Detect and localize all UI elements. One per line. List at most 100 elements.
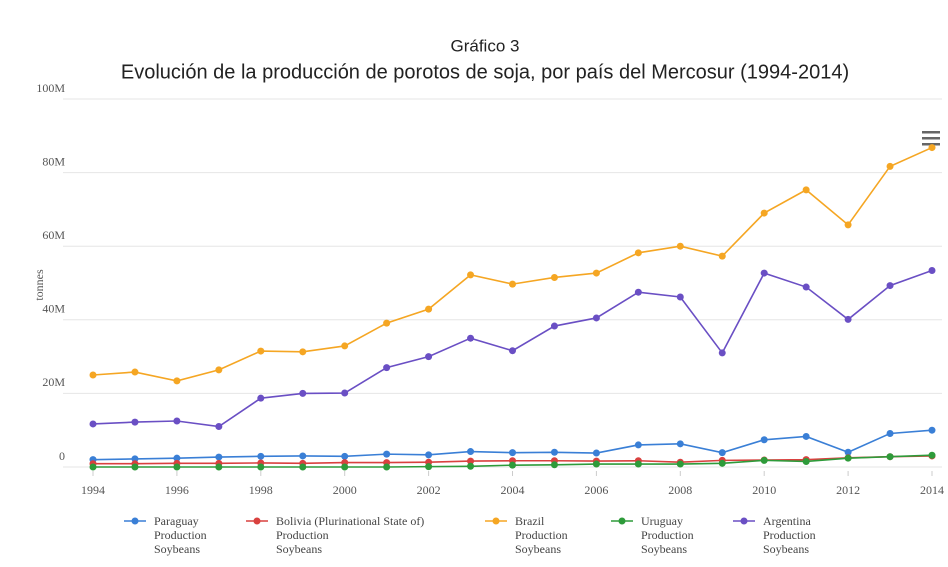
y-tick-label: 100M <box>36 81 65 95</box>
data-point <box>509 347 516 355</box>
legend-item[interactable]: Brazil Production Soybeans <box>479 514 568 556</box>
data-point <box>509 461 516 469</box>
data-point <box>383 450 391 458</box>
data-point <box>802 432 810 440</box>
data-point <box>467 271 475 279</box>
data-point <box>257 452 265 460</box>
legend-swatch <box>246 517 268 525</box>
data-point <box>215 463 223 471</box>
legend-label: Brazil Production Soybeans <box>515 514 568 556</box>
data-point <box>467 334 475 342</box>
data-point <box>760 269 768 277</box>
data-point <box>173 463 181 471</box>
legend-swatch <box>485 517 507 525</box>
data-point <box>173 377 181 385</box>
data-point <box>131 368 139 376</box>
data-point <box>634 441 642 449</box>
chart-title: Gráfico 3 <box>451 36 520 55</box>
data-point <box>676 460 684 468</box>
legend: Paraguay Production Soybeans Bolivia (Plu… <box>0 514 948 567</box>
series-line <box>92 146 933 382</box>
data-point <box>341 389 349 397</box>
chart-subtitle: Evolución de la producción de porotos de… <box>121 61 849 83</box>
data-point <box>215 423 223 431</box>
data-point <box>634 249 642 257</box>
data-point <box>844 454 852 462</box>
legend-marker <box>131 517 139 525</box>
data-point <box>299 463 307 471</box>
data-point <box>802 457 810 465</box>
data-point <box>341 452 349 460</box>
data-point <box>341 463 349 471</box>
x-tick-label: 2006 <box>584 483 608 497</box>
menu-bar <box>922 131 940 134</box>
data-point <box>299 348 307 356</box>
legend-swatch <box>733 517 755 525</box>
data-point <box>718 449 726 457</box>
data-point <box>676 440 684 448</box>
data-point <box>886 453 894 461</box>
data-point <box>718 459 726 467</box>
data-point <box>634 460 642 468</box>
data-point <box>760 456 768 464</box>
data-point <box>550 322 558 330</box>
data-point <box>886 430 894 438</box>
data-point <box>383 463 391 471</box>
data-point <box>425 451 433 459</box>
data-point <box>509 449 516 457</box>
chart: Gráfico 3 Evolución de la producción de … <box>32 36 944 497</box>
data-point <box>257 347 265 355</box>
legend-label: Paraguay Production Soybeans <box>154 514 207 556</box>
data-point <box>844 315 852 323</box>
legend-item[interactable]: Uruguay Production Soybeans <box>605 514 694 556</box>
legend-swatch <box>124 517 146 525</box>
x-tick-label: 2000 <box>333 483 357 497</box>
data-point <box>802 186 810 194</box>
legend-item[interactable]: Bolivia (Plurinational State of) Product… <box>240 514 424 556</box>
data-point <box>257 394 265 402</box>
data-point <box>592 314 600 322</box>
x-tick-label: 2014 <box>920 483 944 497</box>
data-point <box>299 452 307 460</box>
x-tick-label: 2012 <box>836 483 860 497</box>
y-tick-label: 20M <box>42 375 65 389</box>
data-point <box>928 426 936 434</box>
data-point <box>509 280 516 288</box>
data-point <box>718 252 726 260</box>
data-point <box>844 448 852 456</box>
data-point <box>718 349 726 357</box>
data-point <box>383 364 391 372</box>
legend-label: Bolivia (Plurinational State of) Product… <box>276 514 425 556</box>
menu-icon[interactable] <box>922 131 940 146</box>
data-point <box>886 162 894 170</box>
data-point <box>467 448 475 456</box>
data-point <box>592 460 600 468</box>
legend-item[interactable]: Paraguay Production Soybeans <box>118 514 207 556</box>
legend-label: Argentina Production Soybeans <box>763 514 816 556</box>
series <box>89 266 936 431</box>
series <box>89 426 936 464</box>
x-tick-label: 1998 <box>249 483 273 497</box>
data-point <box>299 389 307 397</box>
data-point <box>341 342 349 350</box>
data-point <box>928 144 936 152</box>
data-point <box>676 242 684 250</box>
data-point <box>173 417 181 425</box>
y-tick-label: 60M <box>42 228 65 242</box>
data-point <box>215 366 223 374</box>
legend-item[interactable]: Argentina Production Soybeans <box>727 514 816 556</box>
data-point <box>131 418 139 426</box>
data-point <box>676 293 684 301</box>
data-point <box>592 269 600 277</box>
x-tick-label: 2004 <box>501 483 525 497</box>
data-point <box>425 305 433 313</box>
data-point <box>886 282 894 290</box>
x-tick-label: 2010 <box>752 483 776 497</box>
data-point <box>928 266 936 274</box>
x-tick-label: 1996 <box>165 483 189 497</box>
legend-marker <box>740 517 748 525</box>
data-point <box>634 288 642 296</box>
data-point <box>928 451 936 459</box>
data-point <box>467 462 475 470</box>
data-point <box>550 273 558 281</box>
